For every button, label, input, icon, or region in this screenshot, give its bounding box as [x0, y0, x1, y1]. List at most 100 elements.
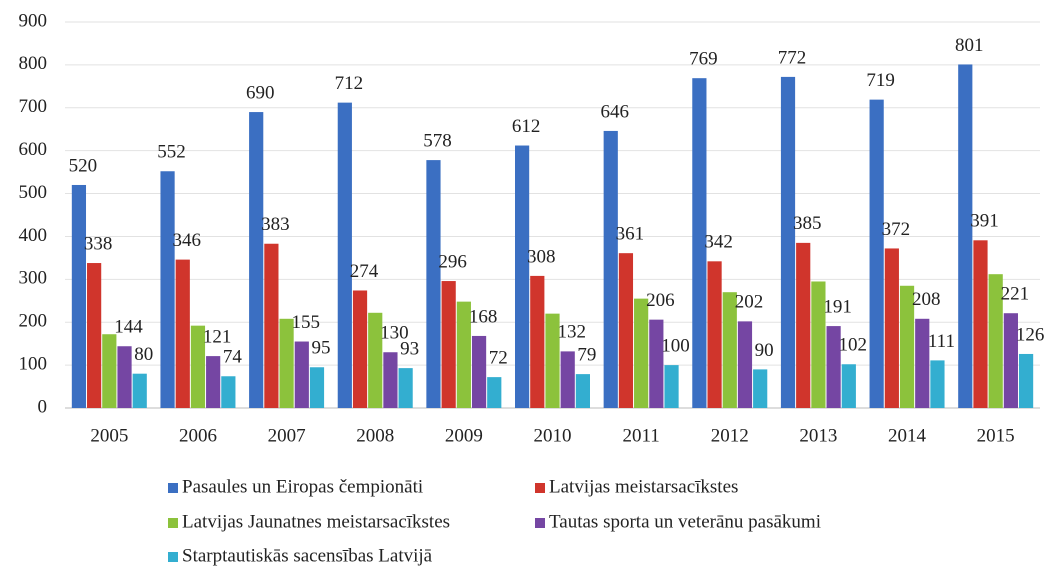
bar	[1003, 313, 1018, 408]
bar	[722, 292, 737, 408]
data-label: 296	[438, 251, 467, 272]
data-label: 72	[489, 347, 508, 368]
bar	[487, 377, 502, 408]
x-tick-label: 2010	[534, 425, 572, 446]
legend-label: Tautas sporta un veterānu pasākumi	[549, 511, 821, 532]
data-label: 769	[689, 49, 718, 70]
data-label: 221	[1001, 284, 1030, 305]
bar	[352, 290, 368, 408]
bar	[471, 335, 487, 408]
x-tick-label: 2013	[799, 425, 837, 446]
data-label: 80	[134, 344, 153, 365]
data-label: 772	[778, 47, 807, 68]
data-label: 126	[1016, 324, 1045, 345]
bar	[337, 102, 352, 409]
data-label: 121	[203, 326, 232, 347]
data-label: 719	[866, 70, 895, 91]
legend-swatch	[535, 483, 545, 493]
data-label: 102	[839, 335, 868, 356]
bar	[988, 274, 1003, 408]
data-label: 578	[423, 130, 452, 151]
bar	[456, 301, 471, 408]
data-label: 520	[69, 155, 98, 176]
bar	[279, 318, 294, 408]
bar	[618, 253, 634, 408]
data-label: 132	[557, 322, 586, 343]
data-label: 308	[527, 246, 556, 267]
bar	[664, 365, 679, 408]
bar	[206, 356, 221, 408]
legend-swatch	[168, 518, 178, 528]
bar	[1018, 353, 1034, 408]
data-label: 144	[114, 317, 143, 338]
x-tick-label: 2005	[90, 425, 128, 446]
bar	[780, 76, 796, 409]
data-label: 79	[577, 344, 596, 365]
data-label: 552	[157, 142, 186, 163]
x-tick-label: 2012	[711, 425, 749, 446]
y-tick-label: 0	[38, 396, 48, 417]
data-label: 274	[350, 261, 379, 282]
data-label: 74	[223, 347, 243, 368]
bar	[575, 374, 590, 408]
bar	[826, 326, 841, 408]
y-tick-label: 900	[19, 10, 48, 31]
y-tick-label: 400	[19, 225, 48, 246]
data-label: 202	[735, 292, 764, 313]
bar	[175, 259, 190, 408]
y-tick-label: 100	[19, 353, 48, 374]
bar	[117, 346, 132, 408]
data-label: 612	[512, 116, 541, 137]
bar	[515, 145, 530, 408]
legend-label: Pasaules un Eiropas čempionāti	[182, 476, 423, 497]
data-label: 391	[970, 211, 999, 232]
legend-label: Starptautiskās sacensības Latvijā	[182, 545, 433, 566]
bar	[796, 242, 811, 408]
legend-swatch	[535, 518, 545, 528]
data-label: 111	[928, 331, 955, 352]
data-label: 346	[173, 230, 202, 251]
x-tick-label: 2011	[622, 425, 659, 446]
bar	[441, 281, 456, 408]
bar	[398, 368, 413, 408]
legend-label: Latvijas Jaunatnes meistarsacīkstes	[182, 511, 450, 532]
bar	[560, 351, 575, 408]
bar	[841, 364, 856, 408]
data-label: 712	[335, 73, 364, 94]
data-label: 155	[292, 312, 321, 333]
bar	[884, 248, 899, 408]
data-label: 130	[380, 323, 409, 344]
y-tick-label: 500	[19, 182, 48, 203]
bar	[249, 112, 264, 409]
data-label: 385	[793, 213, 822, 234]
bar	[811, 281, 826, 408]
y-tick-label: 800	[19, 53, 48, 74]
data-label: 690	[246, 82, 275, 103]
data-label: 646	[600, 101, 629, 122]
bar	[649, 319, 664, 408]
data-label: 338	[84, 233, 113, 254]
x-tick-label: 2009	[445, 425, 483, 446]
data-label: 208	[912, 289, 941, 310]
x-tick-label: 2008	[356, 425, 394, 446]
data-label: 191	[823, 296, 852, 317]
bar	[309, 367, 325, 408]
bar	[264, 243, 279, 408]
bar	[102, 334, 117, 408]
data-label: 342	[704, 232, 733, 253]
bar	[707, 261, 722, 408]
data-label: 206	[646, 290, 675, 311]
bar	[190, 325, 206, 408]
x-tick-label: 2006	[179, 425, 217, 446]
bar	[915, 318, 930, 408]
bar	[530, 275, 545, 408]
data-label: 383	[261, 214, 290, 235]
bar	[973, 240, 988, 408]
bar	[160, 171, 175, 408]
data-label: 90	[755, 340, 774, 361]
bar	[368, 312, 383, 408]
bar	[692, 78, 707, 408]
y-tick-label: 700	[19, 96, 48, 117]
